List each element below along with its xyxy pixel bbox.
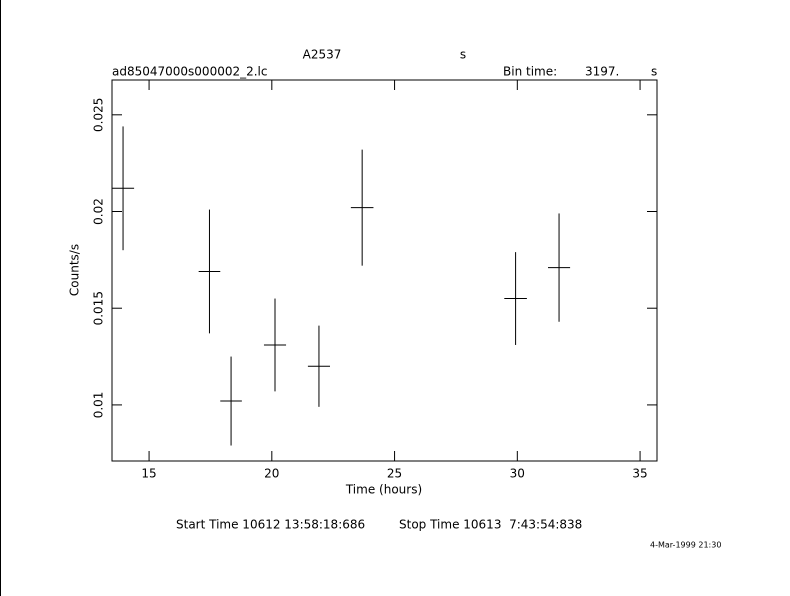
y-tick-label: 0.025: [92, 98, 106, 132]
bin-time-label: Bin time:: [503, 65, 557, 79]
x-tick-label: 30: [510, 467, 525, 481]
x-tick-label: 20: [264, 467, 279, 481]
bin-time: 3197.: [585, 65, 619, 79]
x-tick-label: 15: [141, 467, 156, 481]
plot-frame: [111, 79, 658, 462]
timestamp: 4-Mar-1999 21:30: [650, 541, 721, 550]
title-unit: s: [460, 48, 466, 62]
bin-time-unit: s: [651, 65, 657, 79]
y-tick-label: 0.015: [92, 291, 106, 325]
y-tick-label: 0.01: [92, 392, 106, 419]
chart-title: A2537: [303, 48, 342, 62]
y-tick-label: 0.02: [92, 198, 106, 225]
y-axis-label: Counts/s: [68, 244, 82, 296]
x-axis-label: Time (hours): [345, 483, 422, 497]
x-tick-label: 35: [632, 467, 647, 481]
x-tick-label: 25: [387, 467, 402, 481]
filename: ad85047000s000002_2.lc: [112, 65, 268, 79]
start-time: Start Time 10612 13:58:18:686: [176, 518, 365, 532]
stop-time: Stop Time 10613 7:43:54:838: [399, 518, 582, 532]
